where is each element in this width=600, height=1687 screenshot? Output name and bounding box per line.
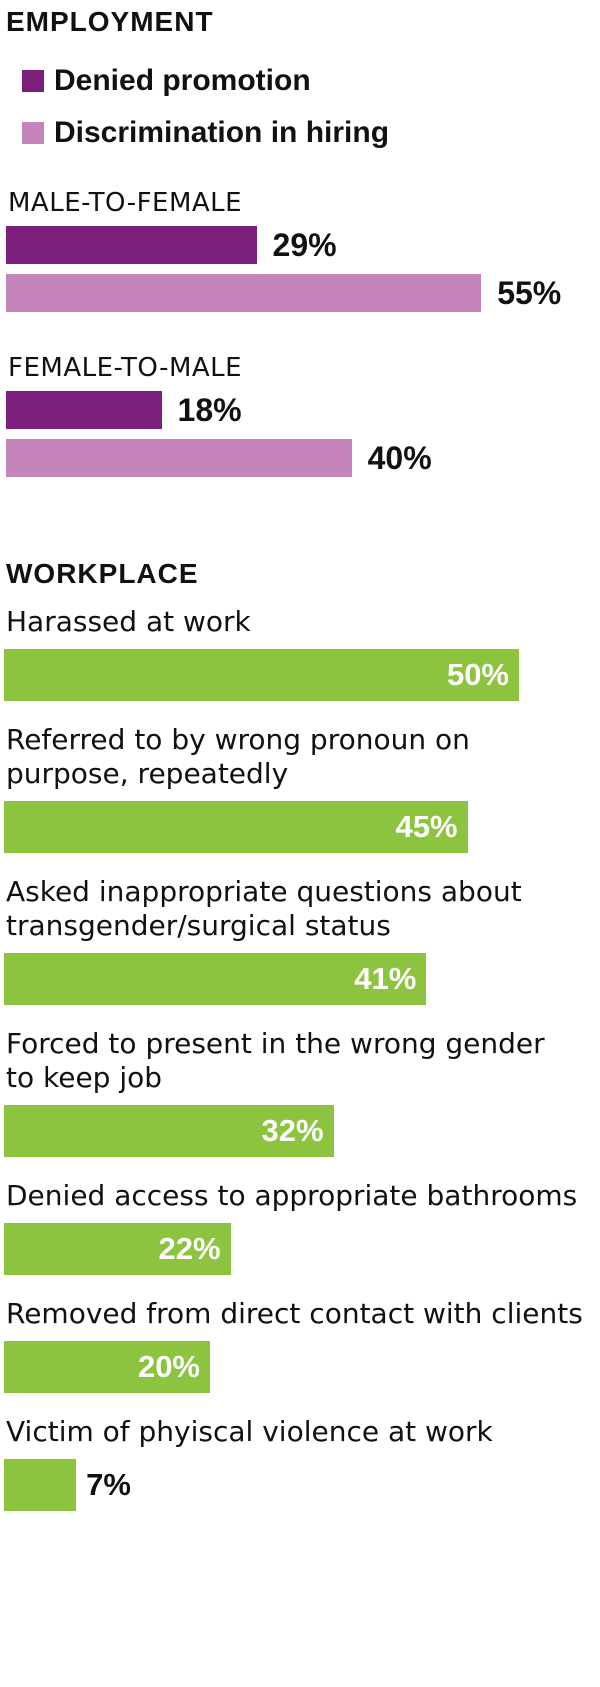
bar-victim-of-phyiscal-violence-at-work: 7% — [4, 1459, 131, 1511]
data-label-harassed-at-work: 50% — [446, 657, 509, 692]
data-label-referred-to-by-wrong-pronoun-on-purpose-: 45% — [395, 809, 458, 844]
category-label-line: Forced to present in the wrong gender — [6, 1027, 545, 1060]
bar-male-to-female-discrimination-in-hiring — [6, 274, 482, 312]
data-label-female-to-male-denied-promotion: 18% — [177, 392, 242, 428]
category-label-line: Referred to by wrong pronoun on — [6, 723, 470, 756]
category-label-line: Denied access to appropriate bathrooms — [6, 1179, 578, 1212]
legend-item-denied-promotion: Denied promotion — [22, 66, 311, 96]
bar-harassed-at-work: 50% — [4, 649, 519, 701]
group-label-female-to-male: FEMALE-TO-MALE — [8, 353, 243, 383]
bar-referred-to-by-wrong-pronoun-on-purpose-: 45% — [4, 801, 468, 853]
employment-title: EMPLOYMENT — [6, 6, 214, 37]
data-label-male-to-female-discrimination-in-hiring: 55% — [497, 275, 562, 311]
workplace-title: WORKPLACE — [6, 558, 199, 589]
bar-female-to-male-discrimination-in-hiring — [6, 439, 352, 477]
category-label-line: transgender/surgical status — [6, 909, 391, 942]
data-label-asked-inappropriate-questions-about-tran: 41% — [354, 961, 417, 996]
category-label-asked-inappropriate-questions-about-tran: Asked inappropriate questions about trans… — [6, 875, 600, 943]
bar-forced-to-present-in-the-wrong-gender-to: 32% — [4, 1105, 334, 1157]
category-label-forced-to-present-in-the-wrong-gender-to: Forced to present in the wrong gender to … — [6, 1027, 600, 1095]
data-label-victim-of-phyiscal-violence-at-work: 7% — [86, 1467, 131, 1502]
data-label-removed-from-direct-contact-with-clients: 20% — [137, 1349, 200, 1384]
category-label-line: Victim of phyiscal violence at work — [6, 1415, 493, 1448]
group-label-male-to-female: MALE-TO-FEMALE — [8, 188, 243, 218]
bar-removed-from-direct-contact-with-clients: 20% — [4, 1341, 210, 1393]
bar-denied-access-to-appropriate-bathrooms: 22% — [4, 1223, 231, 1275]
category-label-victim-of-phyiscal-violence-at-work: Victim of phyiscal violence at work — [6, 1415, 600, 1449]
category-label-harassed-at-work: Harassed at work — [6, 605, 600, 639]
category-label-referred-to-by-wrong-pronoun-on-purpose-: Referred to by wrong pronoun on purpose, … — [6, 723, 600, 791]
category-label-line: Harassed at work — [6, 605, 251, 638]
category-label-removed-from-direct-contact-with-clients: Removed from direct contact with clients — [6, 1297, 600, 1331]
data-label-forced-to-present-in-the-wrong-gender-to: 32% — [261, 1113, 324, 1148]
legend-swatch-denied-promotion — [22, 70, 44, 92]
legend-label-discrimination-in-hiring: Discrimination in hiring — [54, 116, 390, 149]
bar-asked-inappropriate-questions-about-tran: 41% — [4, 953, 427, 1005]
category-label-line: Removed from direct contact with clients — [6, 1297, 583, 1330]
employment-chart: MALE-TO-FEMALE 29% 55% FEMALE-TO-MALE 18% 40% — [0, 0, 600, 520]
category-label-line: purpose, repeatedly — [6, 757, 289, 790]
category-label-line: Asked inappropriate questions about — [6, 875, 522, 908]
legend-swatch-discrimination-in-hiring — [22, 122, 44, 144]
legend-item-discrimination-in-hiring: Discrimination in hiring — [22, 118, 389, 148]
data-label-female-to-male-discrimination-in-hiring: 40% — [367, 440, 432, 476]
data-label-denied-access-to-appropriate-bathrooms: 22% — [158, 1231, 221, 1266]
data-label-male-to-female-denied-promotion: 29% — [272, 227, 337, 263]
category-label-line: to keep job — [6, 1061, 163, 1094]
category-label-denied-access-to-appropriate-bathrooms: Denied access to appropriate bathrooms — [6, 1179, 600, 1213]
bar-female-to-male-denied-promotion — [6, 391, 162, 429]
legend-label-denied-promotion: Denied promotion — [54, 64, 311, 97]
bar-male-to-female-denied-promotion — [6, 226, 257, 264]
